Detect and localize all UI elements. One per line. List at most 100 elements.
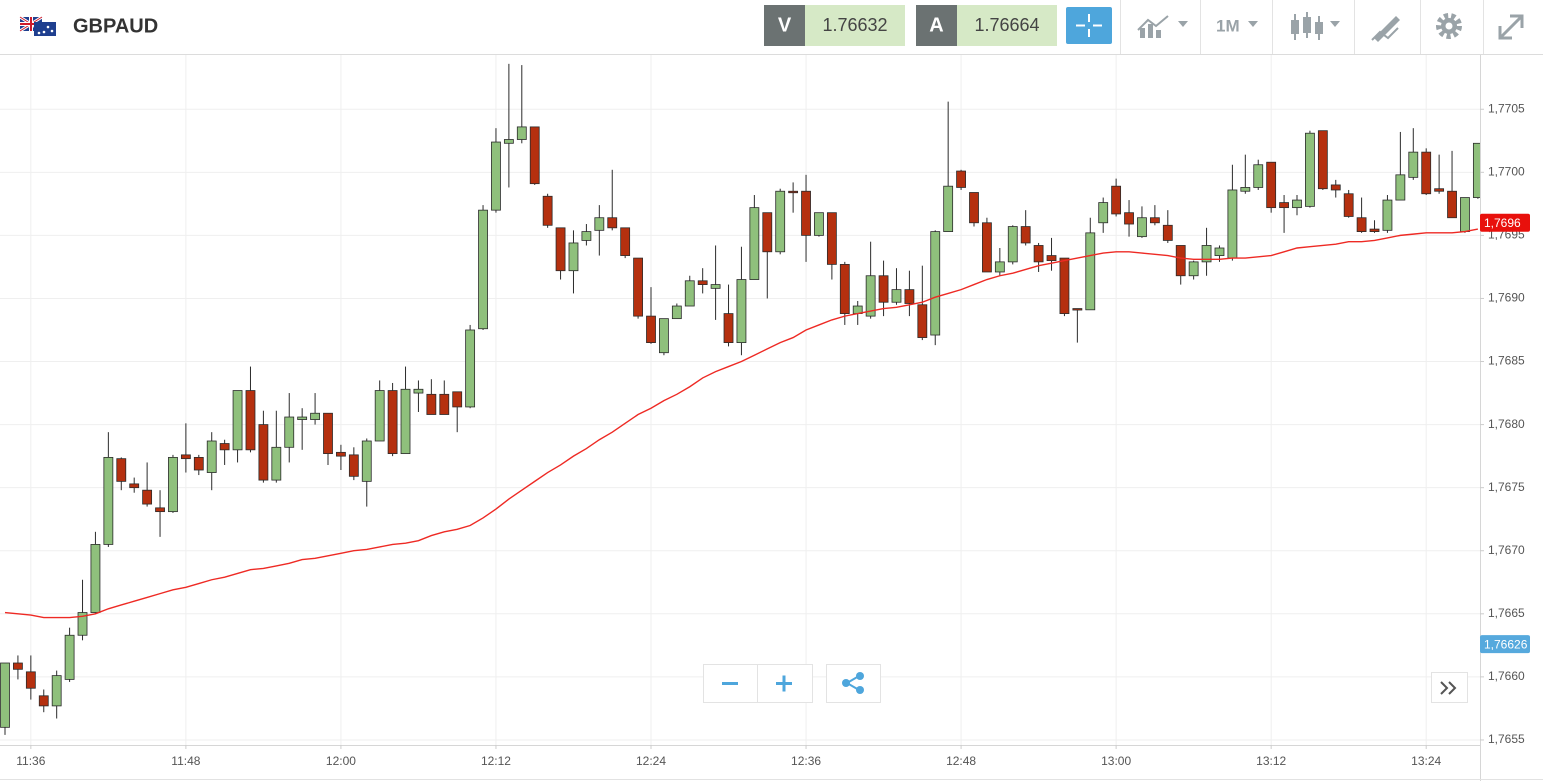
candle-body [155, 507, 165, 513]
ask-label: A [929, 14, 943, 36]
candle-body [1020, 226, 1031, 244]
ask-price-box[interactable] [957, 5, 1057, 46]
candle-body [142, 489, 153, 505]
crosshair-button[interactable] [1066, 7, 1112, 44]
candle-body [64, 634, 75, 680]
candle-body [51, 675, 62, 707]
share-button[interactable] [826, 664, 881, 703]
y-tick-label: 1,7670 [1488, 543, 1525, 557]
zoom-in-button[interactable] [776, 675, 792, 692]
candle-body [969, 192, 979, 224]
candle-body [1124, 212, 1134, 225]
plot-area [0, 63, 1480, 735]
candle-body [439, 393, 450, 415]
pair-flag [19, 15, 56, 36]
ask-price: 1.76664 [974, 15, 1039, 35]
candle-body [878, 275, 889, 303]
candle-body [1447, 190, 1457, 219]
candle-body [736, 279, 747, 344]
candle-body [684, 280, 695, 307]
candle-body [1188, 261, 1199, 277]
candle-body [374, 390, 385, 442]
bid-label: V [778, 14, 792, 36]
candle-body [297, 416, 308, 420]
fullscreen-button[interactable] [1498, 14, 1524, 40]
candle-body [310, 412, 320, 420]
candle-body [0, 662, 10, 728]
candle-body [1214, 247, 1225, 256]
y-tick-label: 1,7660 [1488, 669, 1525, 683]
candle-body [775, 190, 786, 253]
candle-body [982, 222, 992, 273]
candle-body [1227, 189, 1238, 259]
bid-price: 1.76632 [822, 15, 887, 35]
candle-body [607, 217, 618, 229]
candle-body [801, 190, 811, 236]
candle-body [1175, 245, 1186, 277]
candle-body [13, 662, 23, 670]
candle-body [1253, 164, 1264, 188]
candle-body [1266, 161, 1277, 209]
candle-body [103, 456, 114, 545]
candle-body [1317, 130, 1328, 190]
y-tick-label: 1,7690 [1488, 291, 1525, 305]
candle-body [116, 458, 127, 482]
candle-body [400, 388, 411, 455]
y-tick-label: 1,7685 [1488, 354, 1525, 368]
timeframe-button[interactable]: 1M [1216, 16, 1258, 35]
candle-body [646, 315, 656, 344]
price-marker-label: 1,7696 [1484, 216, 1521, 230]
candle-body [710, 284, 721, 289]
candle-body [814, 212, 824, 236]
x-tick-label: 13:24 [1411, 754, 1441, 768]
candle-body [1201, 245, 1212, 263]
candle-body [361, 440, 372, 482]
candle-body [271, 446, 282, 481]
candle-body [1007, 226, 1018, 263]
chart-type-button[interactable] [1137, 15, 1188, 38]
y-tick-label: 1,7700 [1488, 164, 1525, 178]
candle-body [180, 454, 191, 460]
x-tick-label: 12:12 [481, 754, 511, 768]
candle-body [697, 280, 708, 285]
y-tick-label: 1,7705 [1488, 101, 1525, 115]
bid-label-box[interactable] [764, 5, 805, 46]
candle-body [219, 443, 230, 451]
candle-body [1369, 228, 1380, 232]
scroll-to-end-button[interactable] [1431, 672, 1468, 703]
candle-body [206, 440, 217, 473]
candle-body [245, 390, 256, 451]
candle-body [1434, 188, 1445, 192]
candle-body [529, 126, 540, 185]
candle-body [38, 695, 49, 707]
candle-body [491, 141, 501, 211]
candle-body [503, 139, 514, 144]
candle-body [323, 412, 333, 455]
x-tick-label: 12:48 [946, 754, 976, 768]
axes: 1,7655 1,7660 1,7665 1,7670 1,7675 1,7680 1,76… [16, 101, 1530, 768]
candle-body [1330, 184, 1341, 191]
candle-body [284, 416, 295, 448]
candle-body [1472, 142, 1480, 198]
candle-body [659, 318, 669, 354]
grid [0, 55, 1480, 745]
candle-body [516, 126, 527, 140]
y-tick-label: 1,7675 [1488, 480, 1525, 494]
settings-button[interactable] [1436, 13, 1462, 39]
price-marker [1480, 213, 1530, 232]
candle-body [1240, 187, 1251, 192]
candle-body [723, 313, 734, 344]
candle-body [943, 185, 954, 232]
candle-body [478, 209, 488, 330]
candle-body [1098, 202, 1109, 224]
drawing-tools-button[interactable] [1371, 16, 1400, 42]
candle-body [452, 391, 463, 408]
candle-body [1292, 199, 1302, 209]
ask-label-box[interactable] [916, 5, 957, 46]
candle-style-button[interactable] [1291, 12, 1340, 40]
candle-body [1162, 224, 1173, 241]
x-tick-label: 12:00 [326, 754, 356, 768]
price-marker-label: 1,76626 [1484, 637, 1528, 651]
bid-price-box[interactable] [805, 5, 905, 46]
candle-body [555, 227, 566, 272]
